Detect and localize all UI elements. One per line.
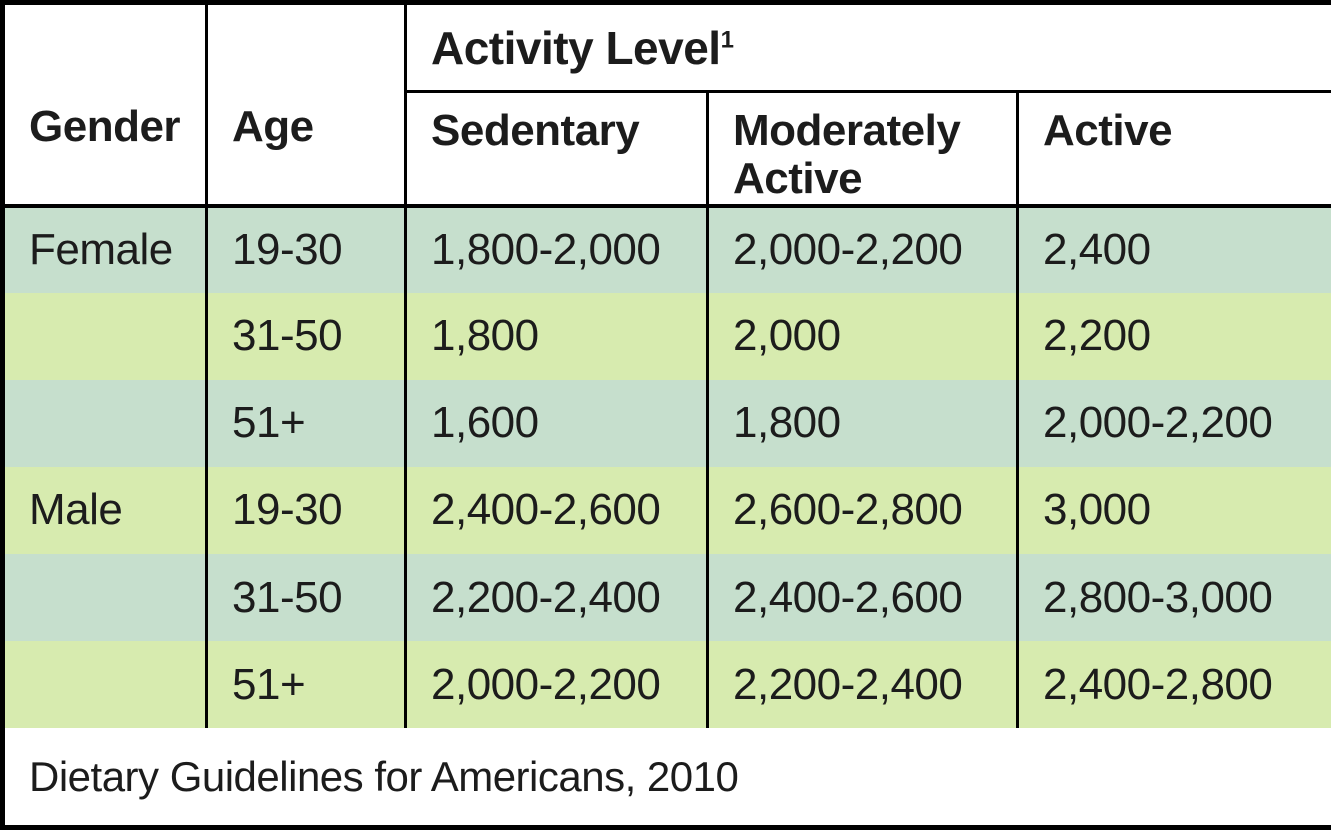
age-cell: 51+ — [206, 379, 407, 467]
footnote-marker: 1 — [720, 26, 734, 54]
gender-cell: Female — [2, 205, 208, 293]
age-cell: 19-30 — [206, 205, 407, 293]
sedentary-cell: 2,400-2,600 — [405, 466, 709, 554]
age-cell: 19-30 — [206, 466, 407, 554]
gender-column-header: Gender — [2, 2, 208, 208]
sedentary-cell: 2,000-2,200 — [405, 641, 709, 729]
moderately-active-cell: 2,400-2,600 — [707, 553, 1019, 642]
source-note-row: Dietary Guidelines for Americans, 2010 — [2, 728, 1331, 828]
active-cell: 3,000 — [1017, 466, 1331, 554]
age-cell: 31-50 — [206, 292, 407, 380]
sedentary-cell: 1,800 — [405, 292, 709, 380]
moderately-active-cell: 2,600-2,800 — [707, 466, 1019, 554]
active-cell: 2,200 — [1017, 292, 1331, 380]
activity-level-label: Activity Level — [431, 21, 721, 74]
source-note: Dietary Guidelines for Americans, 2010 — [2, 728, 1331, 828]
active-cell: 2,000-2,200 — [1017, 379, 1331, 467]
gender-cell — [2, 379, 208, 467]
sedentary-cell: 1,800-2,000 — [405, 205, 709, 293]
moderately-active-column-header: Moderately Active — [707, 91, 1019, 208]
sedentary-cell: 1,600 — [405, 379, 709, 467]
sedentary-column-header: Sedentary — [405, 91, 709, 208]
age-cell: 51+ — [206, 641, 407, 729]
table-row-male-19-30: Male 19-30 2,400-2,600 2,600-2,800 3,000 — [2, 466, 1331, 554]
moderately-active-cell: 2,000 — [707, 292, 1019, 380]
moderately-active-cell: 2,000-2,200 — [707, 205, 1019, 293]
activity-level-header: Activity Level1 — [403, 2, 1331, 94]
header-row-activity-level: Gender Age Activity Level1 — [2, 2, 1331, 208]
gender-cell — [2, 641, 208, 729]
gender-cell — [2, 292, 208, 380]
moderately-active-cell: 2,200-2,400 — [707, 641, 1019, 729]
age-cell: 31-50 — [206, 553, 407, 642]
table-row-male-51-plus: 51+ 2,000-2,200 2,200-2,400 2,400-2,800 — [2, 641, 1331, 729]
moderately-active-cell: 1,800 — [707, 379, 1019, 467]
table-row-female-19-30: Female 19-30 1,800-2,000 2,000-2,200 2,4… — [2, 205, 1331, 293]
table-row-female-51-plus: 51+ 1,600 1,800 2,000-2,200 — [2, 379, 1331, 467]
header-row-activity-columns: Sedentary Moderately Active Active — [3, 91, 1331, 208]
sedentary-cell: 2,200-2,400 — [405, 553, 709, 642]
age-column-header: Age — [206, 2, 407, 208]
active-cell: 2,400-2,800 — [1017, 641, 1331, 729]
gender-cell: Male — [2, 466, 208, 554]
active-cell: 2,800-3,000 — [1017, 553, 1331, 642]
active-cell: 2,400 — [1017, 205, 1331, 293]
table-row-male-31-50: 31-50 2,200-2,400 2,400-2,600 2,800-3,00… — [2, 553, 1331, 642]
active-column-header: Active — [1017, 91, 1331, 208]
gender-cell — [2, 553, 208, 642]
table-row-female-31-50: 31-50 1,800 2,000 2,200 — [2, 292, 1331, 380]
